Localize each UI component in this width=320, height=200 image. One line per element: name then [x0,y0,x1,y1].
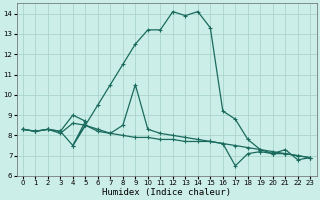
X-axis label: Humidex (Indice chaleur): Humidex (Indice chaleur) [102,188,231,197]
